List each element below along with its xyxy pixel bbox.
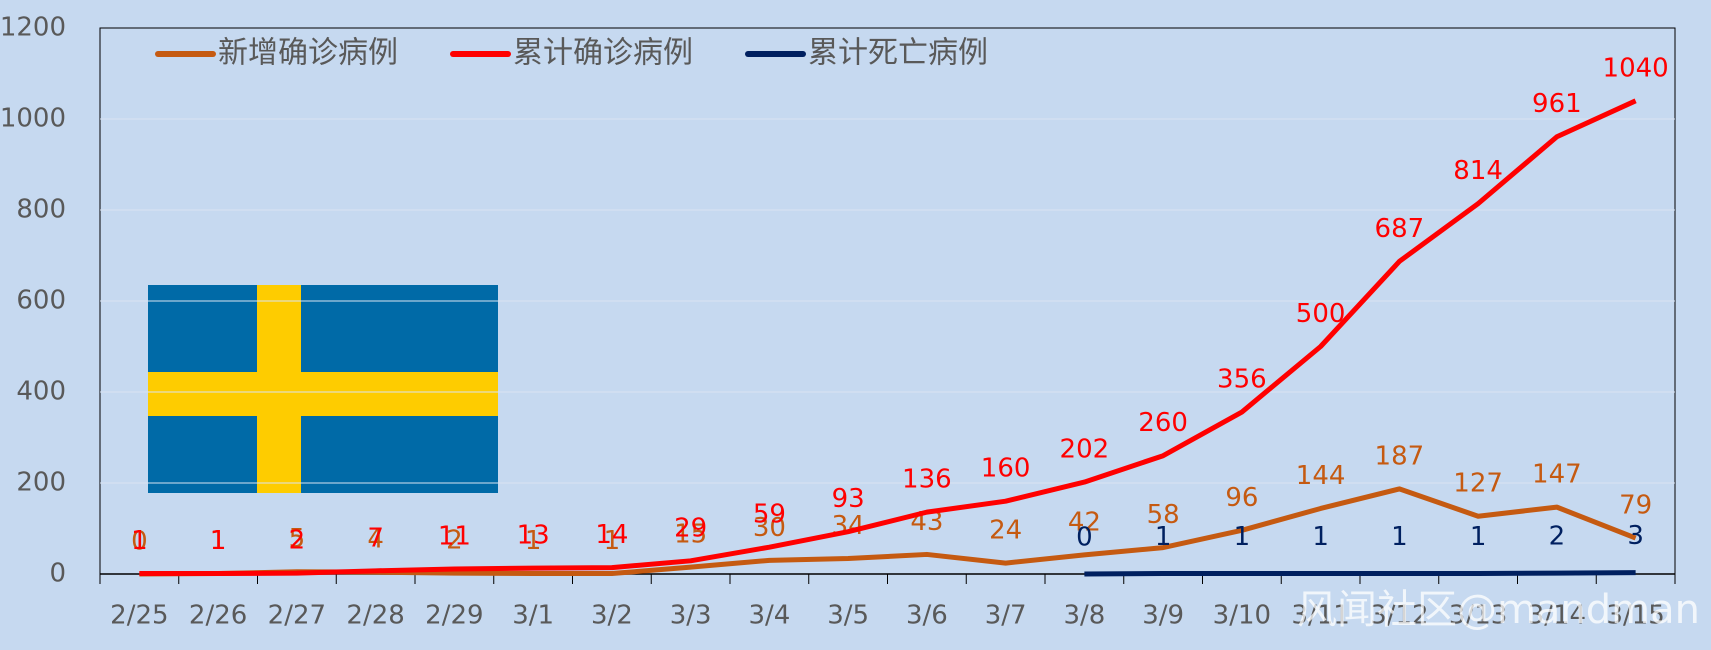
data-label: 147 [1532, 460, 1582, 490]
data-label: 136 [902, 465, 952, 495]
data-label: 1 [1391, 522, 1408, 552]
data-label: 13 [517, 521, 550, 551]
data-label: 14 [595, 520, 628, 550]
data-label: 202 [1060, 435, 1110, 465]
data-label: 500 [1296, 299, 1346, 329]
data-label: 1 [604, 526, 621, 556]
data-label: 4 [367, 525, 384, 555]
data-label: 3 [1627, 521, 1644, 551]
data-label: 356 [1217, 365, 1267, 395]
x-tick-label: 3/12 [1370, 601, 1428, 631]
x-tick-label: 3/4 [748, 601, 790, 631]
x-tick-label: 3/11 [1291, 601, 1349, 631]
data-label: 29 [674, 513, 707, 543]
series-line [1084, 570, 1636, 577]
y-tick-label: 600 [16, 286, 66, 316]
data-label: 160 [981, 454, 1031, 484]
data-label: 961 [1532, 89, 1582, 119]
data-label: 687 [1375, 214, 1425, 244]
y-tick-label: 0 [49, 559, 66, 589]
data-label: 59 [753, 500, 786, 530]
data-label: 1 [131, 526, 148, 556]
data-label: 187 [1375, 441, 1425, 471]
x-tick-label: 3/5 [827, 601, 869, 631]
x-tick-label: 2/27 [268, 601, 326, 631]
data-label: 2 [446, 526, 463, 556]
x-tick-label: 3/1 [512, 601, 554, 631]
x-tick-label: 3/2 [591, 601, 633, 631]
y-tick-label: 1200 [0, 13, 66, 43]
data-label: 93 [832, 484, 865, 514]
flag [148, 285, 498, 493]
x-tick-label: 3/13 [1449, 601, 1507, 631]
y-tick-label: 800 [16, 195, 66, 225]
y-tick-label: 200 [16, 468, 66, 498]
data-label: 1 [210, 526, 227, 556]
data-label: 1 [1470, 522, 1487, 552]
x-tick-label: 2/25 [110, 601, 168, 631]
data-label: 11 [438, 521, 471, 551]
series-line [139, 98, 1637, 577]
data-label: 7 [367, 523, 384, 553]
data-label: 42 [1068, 507, 1101, 537]
x-tick-label: 3/9 [1142, 601, 1184, 631]
data-label: 2 [289, 526, 306, 556]
x-tick-label: 2/28 [346, 601, 404, 631]
data-label: 1 [1234, 522, 1251, 552]
data-label: 814 [1453, 156, 1503, 186]
x-tick-label: 3/14 [1528, 601, 1586, 631]
data-label: 96 [1225, 483, 1258, 513]
data-label: 260 [1138, 408, 1188, 438]
data-label: 24 [989, 516, 1022, 546]
data-label: 30 [753, 513, 786, 543]
x-tick-label: 2/29 [425, 601, 483, 631]
x-tick-label: 3/15 [1606, 601, 1664, 631]
legend-label: 累计确诊病例 [513, 36, 693, 71]
y-tick-label: 400 [16, 377, 66, 407]
data-label: 0 [131, 527, 148, 557]
x-tick-label: 2/26 [189, 601, 247, 631]
data-label: 58 [1147, 500, 1180, 530]
x-tick-label: 3/3 [670, 601, 712, 631]
data-label: 144 [1296, 461, 1346, 491]
data-label: 0 [1076, 523, 1093, 553]
legend-label: 新增确诊病例 [218, 36, 398, 71]
x-tick-label: 3/10 [1213, 601, 1271, 631]
data-label: 34 [832, 511, 865, 541]
flag-cross-h [148, 372, 498, 416]
data-label: 79 [1619, 491, 1652, 521]
y-tick-label: 1000 [0, 104, 66, 134]
x-tick-label: 3/8 [1063, 601, 1105, 631]
x-tick-label: 3/7 [985, 601, 1027, 631]
data-label: 5 [289, 524, 306, 554]
data-label: 15 [674, 520, 707, 550]
data-label: 2 [1549, 522, 1566, 552]
watermark: 风闻社区@mandman [1297, 587, 1700, 633]
data-label: 1 [1155, 522, 1172, 552]
data-label: 1 [1312, 522, 1329, 552]
data-label: 1 [525, 526, 542, 556]
x-tick-label: 3/6 [906, 601, 948, 631]
data-label: 127 [1453, 469, 1503, 499]
legend-label: 累计死亡病例 [808, 36, 988, 71]
data-label: 1 [210, 526, 227, 556]
data-label: 1040 [1603, 53, 1669, 83]
